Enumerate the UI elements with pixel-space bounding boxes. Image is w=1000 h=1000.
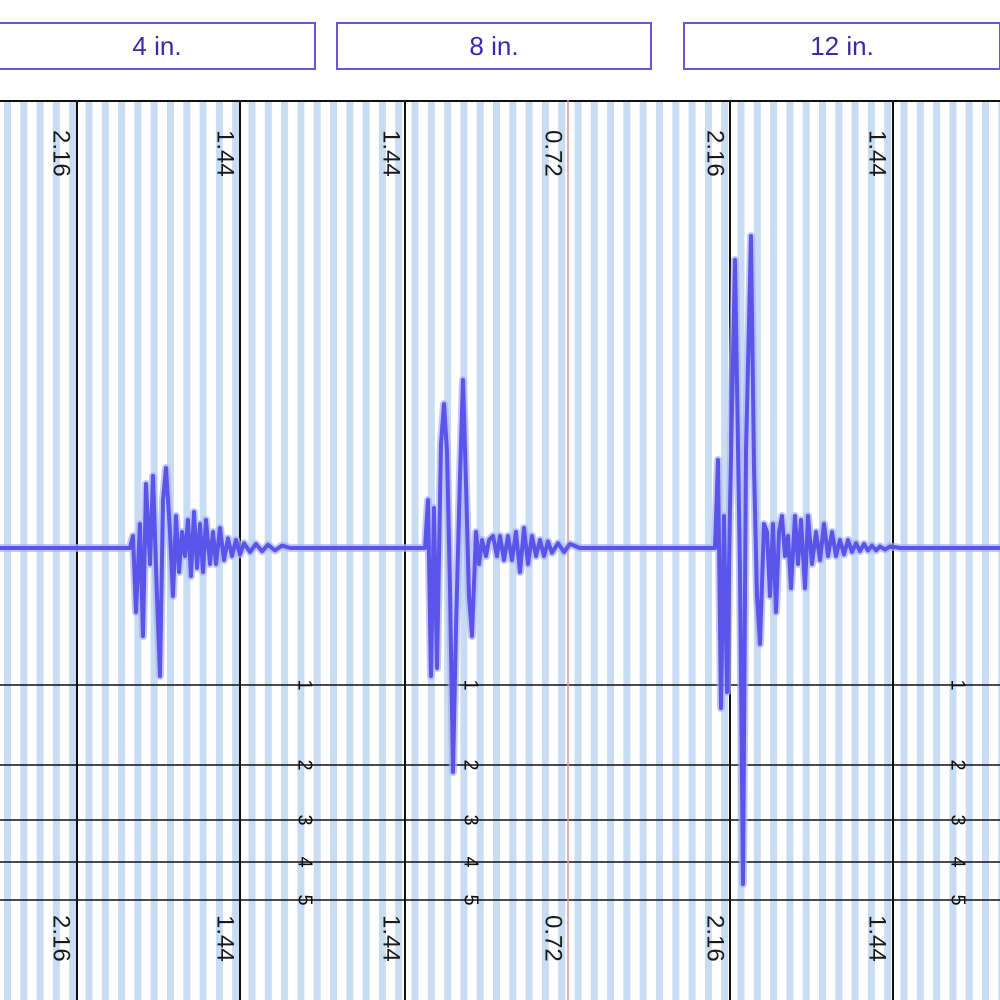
horizontal-line-labels: 1 2 3 4 5 1 2 3 4 5 1 2 3 4 5	[294, 679, 969, 905]
horizontal-line-label: 3	[460, 814, 482, 825]
top-tick-label: 2.16	[48, 130, 75, 177]
top-tick-label: 1.44	[864, 130, 891, 177]
waveform-trace	[0, 232, 1000, 888]
seismogram-chart: 1 2 3 4 5 1 2 3 4 5 1 2 3 4 5 2.16 1.44 1.44 0.72 2.16 1.44…	[0, 100, 1000, 1000]
horizontal-line-label: 2	[947, 759, 969, 770]
waveform-line	[0, 234, 1000, 886]
top-tick-labels: 2.16 1.44 1.44 0.72 2.16 1.44	[48, 130, 891, 177]
horizontal-line-label: 1	[947, 679, 969, 690]
tab-12-inch[interactable]: 12 in.	[683, 22, 1000, 70]
horizontal-grid-lines	[0, 100, 1000, 901]
horizontal-line-label: 5	[294, 894, 316, 905]
top-tick-label: 1.44	[212, 130, 239, 177]
top-tick-label: 2.16	[702, 130, 729, 177]
top-tick-label: 0.72	[540, 130, 567, 177]
bottom-tick-label: 2.16	[48, 915, 75, 962]
tab-4-inch[interactable]: 4 in.	[0, 22, 316, 70]
tab-8-inch[interactable]: 8 in.	[336, 22, 652, 70]
top-tick-label: 1.44	[378, 130, 405, 177]
horizontal-line-label: 3	[294, 814, 316, 825]
bottom-tick-label: 1.44	[212, 915, 239, 962]
horizontal-line-label: 1	[460, 679, 482, 690]
horizontal-line-label: 3	[947, 814, 969, 825]
bottom-tick-label: 0.72	[540, 915, 567, 962]
bottom-tick-label: 2.16	[702, 915, 729, 962]
horizontal-line-label: 4	[294, 856, 316, 867]
horizontal-line-label: 4	[460, 856, 482, 867]
bottom-tick-labels: 2.16 1.44 1.44 0.72 2.16 1.44	[48, 915, 891, 962]
horizontal-line-label: 2	[294, 759, 316, 770]
horizontal-line-label: 4	[947, 856, 969, 867]
bottom-tick-label: 1.44	[378, 915, 405, 962]
horizontal-line-label: 5	[947, 894, 969, 905]
horizontal-line-label: 5	[460, 894, 482, 905]
bottom-tick-label: 1.44	[864, 915, 891, 962]
horizontal-line-label: 1	[294, 679, 316, 690]
horizontal-line-label: 2	[460, 759, 482, 770]
